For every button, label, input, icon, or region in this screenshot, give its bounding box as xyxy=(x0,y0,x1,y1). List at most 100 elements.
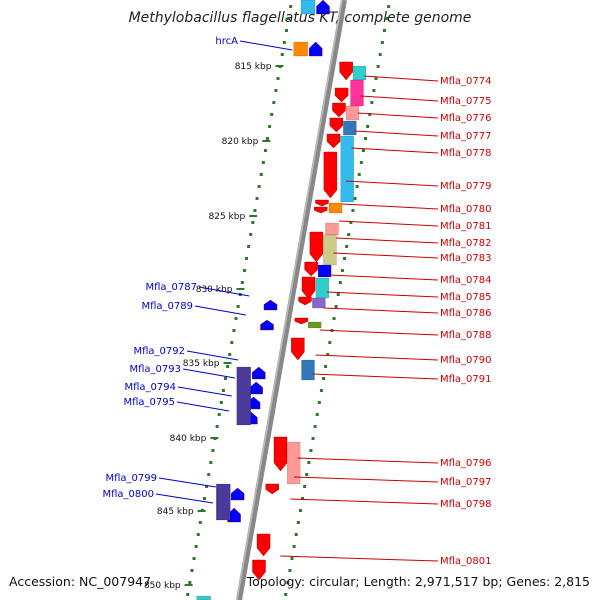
reverse-gene-arrow xyxy=(249,381,263,395)
dotted-guide-right-dot xyxy=(380,41,384,44)
forward-gene-arrow xyxy=(326,133,341,149)
dotted-guide-right-dot xyxy=(378,53,382,56)
dotted-guide-right-dot xyxy=(307,461,311,464)
dotted-guide-left-dot xyxy=(255,197,259,200)
dotted-guide-right-dot xyxy=(357,173,361,176)
dotted-guide-right-dot xyxy=(345,245,349,248)
dotted-guide-left-dot xyxy=(287,17,291,20)
dotted-guide-left-dot xyxy=(274,89,278,92)
dotted-guide-left-dot xyxy=(209,461,213,464)
dotted-guide-left-dot xyxy=(242,269,246,272)
dotted-guide-left-dot xyxy=(240,281,244,284)
dotted-guide-right-dot xyxy=(319,389,323,392)
accession-text: Accession: NC_007947 xyxy=(9,574,152,589)
dotted-guide-left-dot xyxy=(224,377,228,380)
dotted-guide-right-dot xyxy=(317,401,321,404)
cog-category-bar xyxy=(340,135,354,203)
dotted-guide-right-dot xyxy=(303,485,307,488)
reverse-gene-label: Mfla_0787 xyxy=(145,282,197,293)
tick-label: 825 kbp xyxy=(209,212,246,222)
dotted-guide-left-dot xyxy=(198,521,202,524)
dotted-guide-left-dot xyxy=(282,41,286,44)
dotted-guide-right-dot xyxy=(343,257,347,260)
label-leader-line xyxy=(239,40,293,51)
dotted-guide-left-dot xyxy=(207,473,211,476)
forward-gene-arrow xyxy=(298,296,312,306)
dotted-guide-left-dot xyxy=(236,305,240,308)
dotted-guide-right-dot xyxy=(353,197,357,200)
forward-gene-arrow xyxy=(323,151,338,199)
cog-category-bar xyxy=(196,595,211,600)
dotted-guide-left-dot xyxy=(221,389,225,392)
dotted-guide-right-dot xyxy=(284,593,288,596)
cog-category-bar xyxy=(286,441,301,485)
label-leader-line xyxy=(351,147,439,154)
tick-label: 820 kbp xyxy=(222,137,259,147)
dotted-guide-left-dot xyxy=(194,545,198,548)
dotted-guide-left-dot xyxy=(211,449,215,452)
forward-gene-arrow xyxy=(332,102,346,118)
dotted-guide-left-dot xyxy=(196,533,200,536)
reverse-gene-arrow xyxy=(316,0,330,15)
forward-gene-label: Mfla_0798 xyxy=(440,499,492,510)
dotted-guide-right-dot xyxy=(355,185,359,188)
dotted-guide-right-dot xyxy=(309,449,313,452)
forward-gene-label: Mfla_0775 xyxy=(440,96,492,107)
map-title: Methylobacillus flagellatus KT, complete… xyxy=(128,10,472,26)
label-leader-line xyxy=(198,286,250,297)
label-leader-line xyxy=(297,457,439,464)
dotted-guide-right-dot xyxy=(313,425,317,428)
dotted-guide-right-dot xyxy=(349,221,353,224)
forward-gene-label: Mfla_0776 xyxy=(440,113,492,124)
dotted-guide-left-dot xyxy=(226,365,230,368)
forward-gene-label: Mfla_0780 xyxy=(440,204,492,215)
dotted-guide-right-dot xyxy=(290,557,294,560)
dotted-guide-right-dot xyxy=(361,149,365,152)
dotted-guide-right-dot xyxy=(364,137,368,140)
cog-category-bar xyxy=(328,202,343,214)
reverse-gene-label: Mfla_0800 xyxy=(102,489,154,500)
dotted-guide-right-dot xyxy=(368,113,372,116)
dotted-guide-left-dot xyxy=(261,161,265,164)
dotted-guide-right-dot xyxy=(296,521,300,524)
dotted-guide-right-dot xyxy=(301,497,305,500)
forward-gene-label: Mfla_0797 xyxy=(440,477,492,488)
dotted-guide-right-dot xyxy=(334,305,338,308)
label-leader-line xyxy=(280,555,439,562)
label-leader-line xyxy=(354,130,439,137)
dotted-guide-right-dot xyxy=(338,281,342,284)
dotted-guide-left-dot xyxy=(272,101,276,104)
dotted-guide-left-dot xyxy=(276,77,280,80)
dotted-guide-left-dot xyxy=(257,185,261,188)
dotted-guide-right-dot xyxy=(294,533,298,536)
reverse-gene-label: Mfla_0792 xyxy=(133,346,185,357)
label-leader-line xyxy=(176,401,230,412)
forward-gene-label: Mfla_0774 xyxy=(440,76,492,87)
dotted-guide-right-dot xyxy=(347,233,351,236)
cog-category-bar xyxy=(312,297,326,309)
dotted-guide-right-dot xyxy=(370,101,374,104)
cog-category-bar xyxy=(307,321,322,329)
cog-category-bar xyxy=(350,79,364,107)
reverse-gene-label: Mfla_0789 xyxy=(141,301,193,312)
label-leader-line xyxy=(364,75,439,82)
forward-gene-label: Mfla_0791 xyxy=(440,374,492,385)
forward-gene-label: Mfla_0778 xyxy=(440,148,492,159)
dotted-guide-left-dot xyxy=(232,329,236,332)
dotted-guide-left-dot xyxy=(234,317,238,320)
forward-gene-arrow xyxy=(304,261,318,277)
dotted-guide-right-dot xyxy=(332,317,336,320)
cog-category-bar xyxy=(301,359,315,381)
dotted-guide-left-dot xyxy=(215,425,219,428)
dotted-guide-right-dot xyxy=(366,125,370,128)
dotted-guide-left-dot xyxy=(205,485,209,488)
label-leader-line xyxy=(329,274,439,281)
dotted-guide-left-dot xyxy=(188,581,192,584)
cog-category-bar xyxy=(345,105,360,121)
dotted-guide-left-dot xyxy=(186,593,190,596)
label-leader-line xyxy=(182,368,235,379)
forward-gene-label: Mfla_0784 xyxy=(440,275,492,286)
dotted-guide-left-dot xyxy=(270,113,274,116)
cog-category-bar xyxy=(317,264,332,278)
